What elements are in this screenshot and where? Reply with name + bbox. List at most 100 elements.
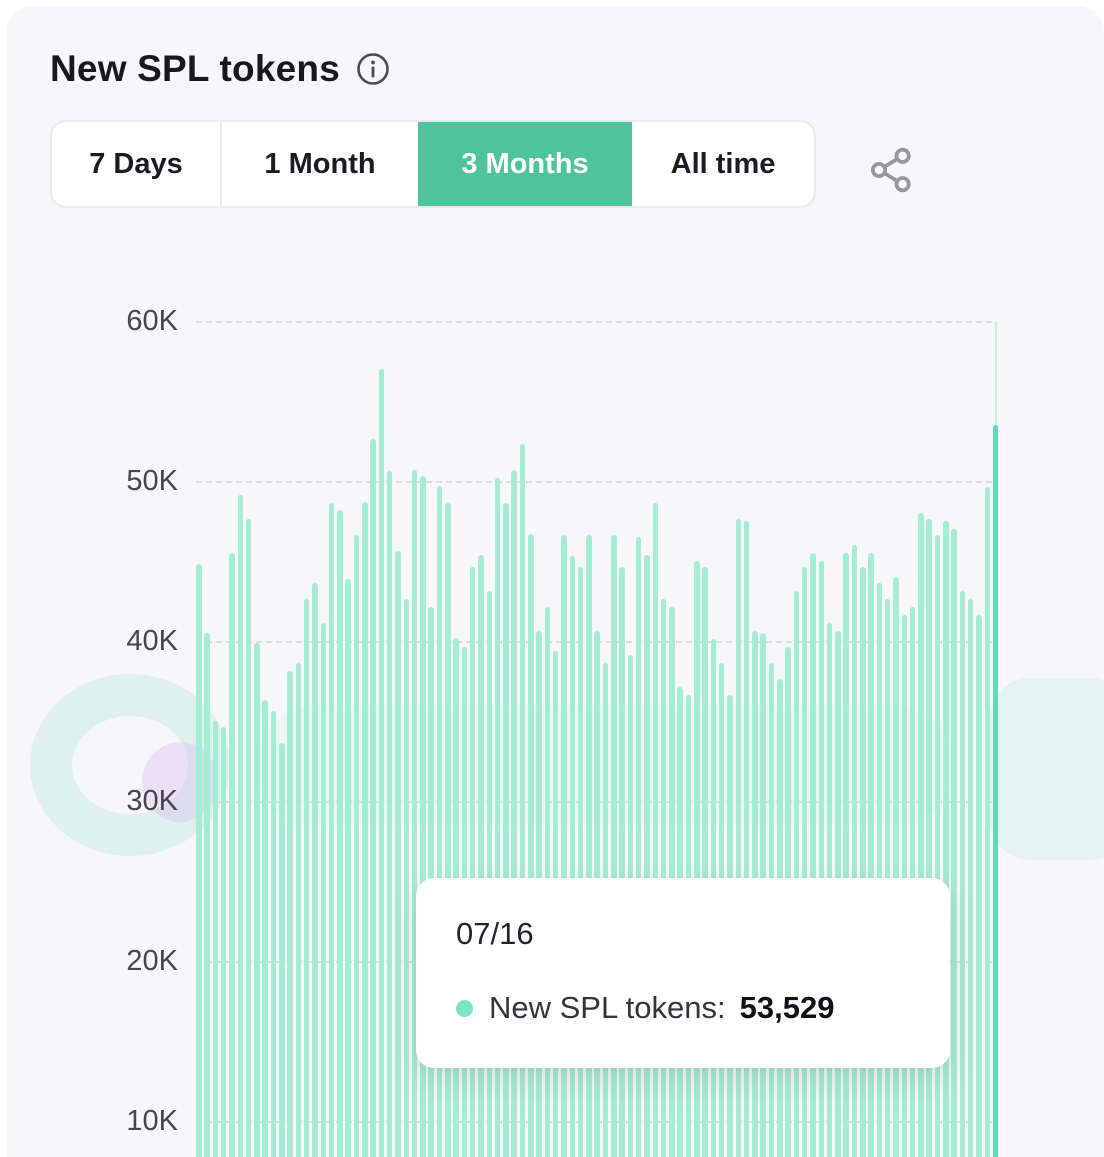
bar[interactable] (312, 583, 318, 1157)
y-axis-tick: 60K (126, 305, 178, 337)
bar[interactable] (353, 535, 360, 1157)
bar[interactable] (967, 599, 974, 1157)
bar[interactable] (411, 469, 418, 1157)
bar[interactable] (486, 591, 492, 1157)
gridline (196, 1121, 992, 1123)
bar[interactable] (395, 551, 401, 1157)
tab-1-month[interactable]: 1 Month (220, 122, 418, 206)
bar[interactable] (586, 535, 592, 1157)
bar[interactable] (445, 503, 451, 1157)
bar[interactable] (694, 561, 700, 1157)
bar[interactable] (519, 444, 526, 1157)
bar[interactable] (611, 535, 617, 1157)
gridline (196, 321, 992, 323)
y-axis-tick: 10K (126, 1105, 178, 1137)
bar[interactable] (303, 599, 310, 1157)
bar[interactable] (851, 545, 858, 1157)
bar[interactable] (362, 501, 368, 1157)
bar[interactable] (254, 642, 260, 1157)
bar[interactable] (503, 503, 509, 1157)
bar[interactable] (951, 529, 957, 1157)
bar[interactable] (478, 554, 484, 1157)
bar[interactable] (619, 567, 625, 1157)
bar-highlighted[interactable] (992, 424, 999, 1157)
bar[interactable] (876, 583, 883, 1157)
info-icon[interactable] (356, 52, 390, 86)
bar[interactable] (386, 471, 393, 1157)
bar[interactable] (635, 537, 642, 1157)
tooltip-date: 07/16 (456, 916, 534, 951)
series-dot-icon (456, 999, 473, 1017)
tab-3-months[interactable]: 3 Months (418, 122, 632, 206)
bar[interactable] (220, 727, 227, 1157)
tab-all-time[interactable]: All time (632, 122, 814, 206)
gridline (196, 641, 992, 643)
chart-tooltip: 07/16 New SPL tokens: 53,529 (416, 878, 950, 1068)
card-header: New SPL tokens (50, 48, 390, 90)
bar[interactable] (652, 503, 658, 1157)
bar[interactable] (229, 553, 235, 1157)
bar[interactable] (237, 495, 243, 1157)
bar[interactable] (287, 671, 293, 1157)
bar[interactable] (735, 519, 741, 1157)
tooltip-value: 53,529 (739, 990, 835, 1025)
bar[interactable] (436, 485, 443, 1157)
bar[interactable] (204, 633, 210, 1157)
time-range-tabs: 7 Days 1 Month 3 Months All time (50, 120, 816, 208)
bar[interactable] (934, 535, 941, 1157)
bar[interactable] (345, 578, 351, 1157)
bar[interactable] (843, 553, 849, 1157)
bar[interactable] (420, 476, 426, 1157)
bar[interactable] (818, 561, 824, 1157)
bar[interactable] (810, 553, 816, 1157)
gridline (196, 801, 992, 803)
bar[interactable] (644, 554, 650, 1157)
bar[interactable] (262, 700, 268, 1157)
bar[interactable] (918, 513, 924, 1157)
bar[interactable] (793, 591, 800, 1157)
bar[interactable] (295, 663, 302, 1157)
hover-indicator-line (994, 321, 997, 425)
bar[interactable] (469, 567, 476, 1157)
bar[interactable] (528, 533, 534, 1157)
bar[interactable] (511, 469, 517, 1157)
bar[interactable] (959, 591, 966, 1157)
page-title: New SPL tokens (50, 48, 340, 89)
bar[interactable] (196, 564, 202, 1157)
tooltip-series-label: New SPL tokens: (489, 990, 726, 1025)
bar[interactable] (577, 567, 584, 1157)
bar[interactable] (270, 711, 277, 1157)
bar[interactable] (320, 623, 326, 1157)
bar[interactable] (279, 743, 285, 1157)
y-axis-tick: 30K (126, 785, 178, 817)
bar[interactable] (702, 567, 708, 1157)
bar[interactable] (801, 567, 808, 1157)
bar[interactable] (984, 487, 990, 1157)
share-icon (870, 147, 911, 193)
y-axis-tick: 50K (126, 465, 178, 497)
bar[interactable] (893, 577, 899, 1157)
y-axis-labels: 60K 50K 40K 30K 20K 10K (6, 6, 1104, 1157)
bar[interactable] (337, 509, 343, 1157)
bar[interactable] (926, 519, 932, 1157)
bar[interactable] (743, 521, 750, 1157)
bar[interactable] (860, 567, 866, 1157)
chart-card: New SPL tokens 7 Days 1 Month 3 Months All … (6, 6, 1104, 1157)
bar[interactable] (868, 553, 874, 1157)
bar[interactable] (212, 721, 219, 1157)
bar[interactable] (569, 556, 575, 1157)
bar[interactable] (943, 521, 949, 1157)
y-axis-tick: 40K (126, 625, 178, 657)
y-axis-tick: 20K (126, 945, 178, 977)
bar[interactable] (370, 439, 376, 1157)
bar[interactable] (328, 503, 335, 1157)
bar[interactable] (245, 519, 252, 1157)
tooltip-row: New SPL tokens: 53,529 (456, 990, 910, 1026)
share-button[interactable] (866, 144, 918, 196)
bar[interactable] (561, 535, 567, 1157)
bar[interactable] (494, 477, 501, 1157)
tab-7-days[interactable]: 7 Days (52, 122, 220, 206)
bar[interactable] (378, 369, 385, 1157)
bar[interactable] (976, 615, 982, 1157)
bar[interactable] (403, 599, 409, 1157)
